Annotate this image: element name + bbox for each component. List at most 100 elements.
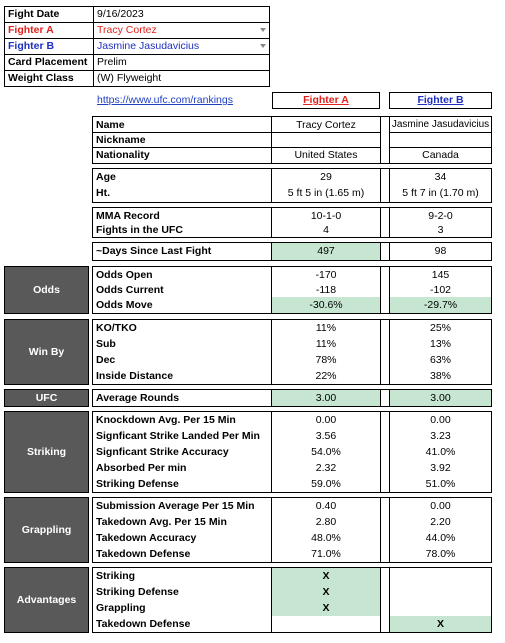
sig-strike-accuracy-b: 41.0% <box>425 446 456 458</box>
adv-striking-b <box>390 568 491 584</box>
adv-takedown-defense-a <box>272 616 380 632</box>
absorbed-b: 3.92 <box>430 462 451 474</box>
adv-grappling-label: Grappling <box>96 602 146 614</box>
dropdown-arrow-icon[interactable] <box>260 44 266 48</box>
odds-current-label: Odds Current <box>96 284 164 296</box>
name-label: Name <box>96 119 125 131</box>
fighter-a-select[interactable]: Tracy Cortez <box>93 22 270 39</box>
striking-section-header: Striking <box>4 411 89 493</box>
age-b: 34 <box>434 171 447 183</box>
striking-defense-b: 51.0% <box>425 478 456 490</box>
ko-tko-b: 25% <box>429 322 451 334</box>
mma-record-b: 9-2-0 <box>428 210 453 222</box>
takedown-avg-a: 2.80 <box>315 516 337 528</box>
odds-current-a: -118 <box>315 284 337 296</box>
knockdown-label: Knockdown Avg. Per 15 Min <box>96 414 236 426</box>
height-b: 5 ft 7 in (1.70 m) <box>402 187 479 199</box>
ufc-fights-label: Fights in the UFC <box>96 224 183 236</box>
sig-strike-accuracy-a: 54.0% <box>311 446 341 458</box>
win-by-block: KO/TKO Sub Dec Inside Distance 11% 11% 7… <box>92 319 492 385</box>
sig-strikes-landed-label: Signficant Strike Landed Per Min <box>96 430 260 442</box>
absorbed-a: 2.32 <box>315 462 337 474</box>
age-a: 29 <box>320 171 332 183</box>
adv-striking-a: X <box>272 568 380 584</box>
submission-avg-b: 0.00 <box>430 500 451 512</box>
fighter-b-column-header: Fighter B <box>389 92 492 109</box>
inside-distance-b: 38% <box>429 370 451 382</box>
adv-striking-defense-a: X <box>272 584 380 600</box>
fight-date-value[interactable]: 9/16/2023 <box>93 6 270 23</box>
card-placement-label: Card Placement <box>4 54 94 71</box>
takedown-accuracy-label: Takedown Accuracy <box>96 532 197 544</box>
fight-date-label: Fight Date <box>4 6 94 23</box>
takedown-defense-a: 71.0% <box>311 548 341 560</box>
takedown-avg-b: 2.20 <box>430 516 451 528</box>
profile-labels: Name Nickname Nationality <box>93 117 272 163</box>
sig-strike-accuracy-label: Signficant Strike Accuracy <box>96 446 229 458</box>
nickname-a <box>272 132 380 148</box>
fighter-a-value: Tracy Cortez <box>97 24 157 36</box>
profile-block: Name Nickname Nationality Tracy Cortez U… <box>92 116 492 164</box>
grappling-section-header: Grappling <box>4 497 89 563</box>
name-b: Jasmine Jasudavicius <box>391 119 490 130</box>
ufc-section-header: UFC <box>4 389 89 407</box>
weight-class-label: Weight Class <box>4 70 94 87</box>
odds-block: Odds Open Odds Current Odds Move -170 -1… <box>92 266 492 314</box>
dec-a: 78% <box>315 354 337 366</box>
takedown-avg-label: Takedown Avg. Per 15 Min <box>96 516 227 528</box>
odds-move-a: -30.6% <box>272 297 380 313</box>
mma-record-label: MMA Record <box>96 210 160 222</box>
submission-avg-a: 0.40 <box>315 500 337 512</box>
striking-defense-a: 59.0% <box>311 478 341 490</box>
fighter-b-select[interactable]: Jasmine Jasudavicius <box>93 38 270 55</box>
advantages-block: Striking Striking Defense Grappling Take… <box>92 567 492 633</box>
adv-striking-defense-b <box>390 584 491 600</box>
age-label: Age <box>96 171 116 183</box>
profile-a: Tracy Cortez United States <box>272 117 381 163</box>
sig-strikes-landed-b: 3.23 <box>430 430 451 442</box>
inside-distance-label: Inside Distance <box>96 370 174 382</box>
absorbed-label: Absorbed Per min <box>96 462 187 474</box>
days-block: ~Days Since Last Fight 497 98 <box>92 242 492 261</box>
submission-avg-label: Submission Average Per 15 Min <box>96 500 255 512</box>
adv-grappling-a: X <box>272 600 380 616</box>
mma-record-a: 10-1-0 <box>310 210 342 222</box>
fighter-b-value: Jasmine Jasudavicius <box>97 40 200 52</box>
sub-b: 13% <box>429 338 451 350</box>
nationality-b: Canada <box>422 149 459 161</box>
ufc-block: Average Rounds 3.00 3.00 <box>92 389 492 407</box>
odds-open-b: 145 <box>431 269 450 281</box>
weight-class-value[interactable]: (W) Flyweight <box>93 70 270 87</box>
fighter-a-column-header: Fighter A <box>272 92 380 109</box>
sub-label: Sub <box>96 338 116 350</box>
adv-takedown-defense-label: Takedown Defense <box>96 618 191 630</box>
grappling-block: Submission Average Per 15 Min Takedown A… <box>92 497 492 563</box>
ufc-fights-a: 4 <box>323 224 329 236</box>
adv-striking-label: Striking <box>96 570 136 582</box>
takedown-accuracy-b: 44.0% <box>425 532 456 544</box>
name-a: Tracy Cortez <box>296 119 356 131</box>
inside-distance-a: 22% <box>315 370 337 382</box>
striking-defense-label: Striking Defense <box>96 478 179 490</box>
profile-b: Jasmine Jasudavicius Canada <box>389 117 491 163</box>
nickname-label: Nickname <box>96 134 146 146</box>
ufc-fights-b: 3 <box>437 224 444 236</box>
average-rounds-b: 3.00 <box>430 392 451 404</box>
odds-current-b: -102 <box>429 284 451 296</box>
dropdown-arrow-icon[interactable] <box>260 28 266 32</box>
card-placement-value[interactable]: Prelim <box>93 54 270 71</box>
odds-move-label: Odds Move <box>96 299 153 311</box>
knockdown-a: 0.00 <box>315 414 337 426</box>
sig-strikes-landed-a: 3.56 <box>315 430 337 442</box>
nickname-b <box>390 132 491 148</box>
days-a: 497 <box>317 245 335 257</box>
days-b: 98 <box>434 245 447 257</box>
ko-tko-a: 11% <box>315 322 337 334</box>
ko-tko-label: KO/TKO <box>96 322 137 334</box>
win-by-section-header: Win By <box>4 319 89 385</box>
dec-b: 63% <box>429 354 451 366</box>
rankings-link[interactable]: https://www.ufc.com/rankings <box>97 94 233 106</box>
average-rounds-label: Average Rounds <box>96 392 180 404</box>
takedown-defense-b: 78.0% <box>425 548 456 560</box>
height-a: 5 ft 5 in (1.65 m) <box>287 187 365 199</box>
